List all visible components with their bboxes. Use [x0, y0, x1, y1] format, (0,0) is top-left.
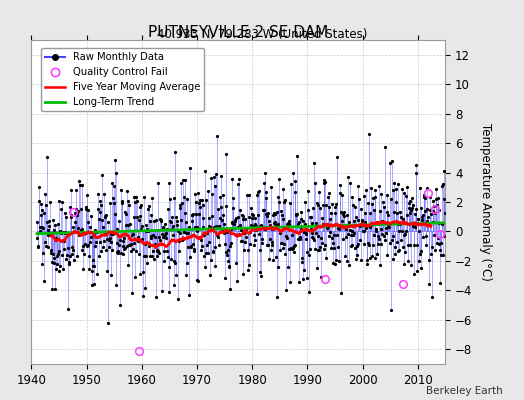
Y-axis label: Temperature Anomaly (°C): Temperature Anomaly (°C) — [479, 123, 492, 281]
Text: 40.933 N, 79.283 W (United States): 40.933 N, 79.283 W (United States) — [157, 28, 367, 41]
Legend: Raw Monthly Data, Quality Control Fail, Five Year Moving Average, Long-Term Tren: Raw Monthly Data, Quality Control Fail, … — [40, 48, 204, 111]
Title: PUTNEYVILLE 2 SE DAM: PUTNEYVILLE 2 SE DAM — [148, 25, 329, 40]
Text: Berkeley Earth: Berkeley Earth — [427, 386, 503, 396]
